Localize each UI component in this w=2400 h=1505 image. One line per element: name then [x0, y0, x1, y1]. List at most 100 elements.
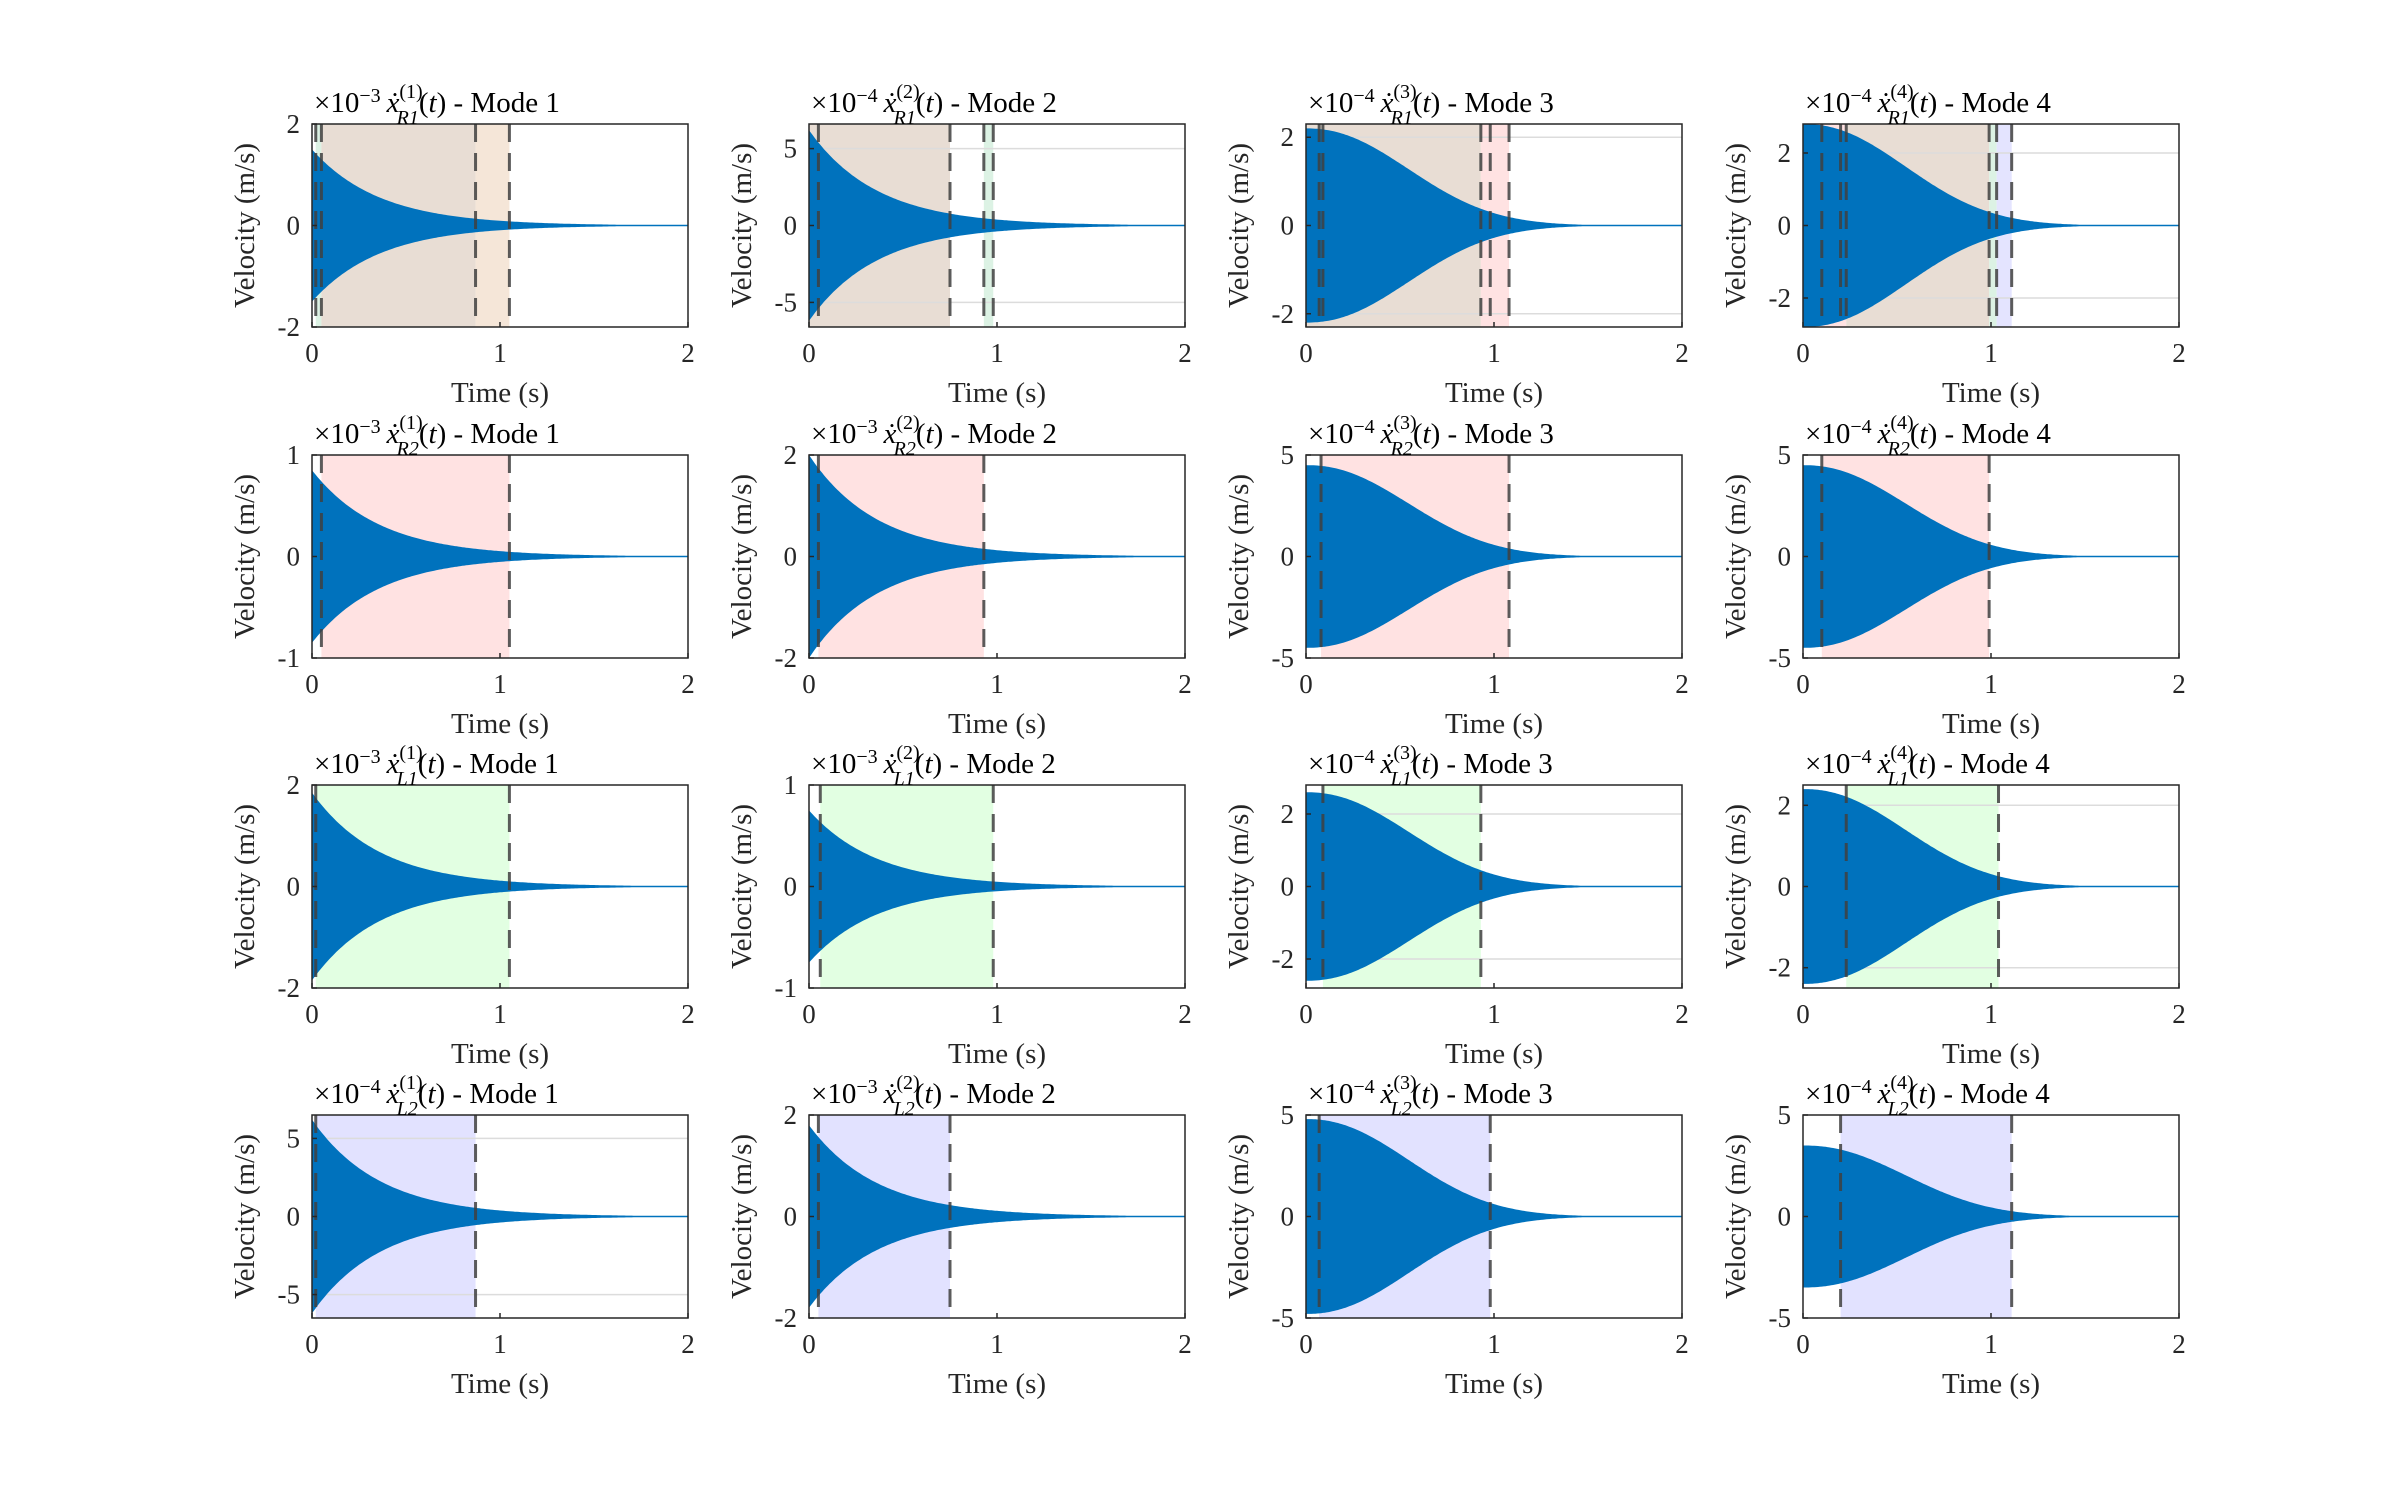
- scale-factor: ×10: [811, 1078, 856, 1110]
- subplot-title: ×10−4 ẋ(3) R2(t) - Mode 3: [1308, 412, 1554, 460]
- mode-label: ) - Mode 4: [1927, 748, 2051, 780]
- variable-symbol: ẋ: [1872, 87, 1891, 119]
- mode-superscript: (3): [1393, 1072, 1416, 1094]
- mode-label: ) - Mode 2: [933, 1078, 1056, 1110]
- location-subscript: L1: [1390, 768, 1412, 790]
- x-tick-label: 0: [802, 999, 816, 1029]
- y-tick-label: 2: [1778, 138, 1792, 168]
- y-axis-label: Velocity (m/s): [229, 143, 261, 308]
- velocity-signal: [1306, 1119, 1682, 1314]
- x-axis-label: Time (s): [451, 708, 549, 740]
- x-tick-label: 0: [802, 669, 816, 699]
- y-tick-label: 0: [287, 542, 301, 572]
- y-tick-label: 0: [287, 872, 301, 902]
- x-tick-label: 1: [990, 338, 1004, 368]
- mode-label: ) - Mode 2: [934, 418, 1057, 450]
- x-tick-label: 0: [305, 669, 319, 699]
- paren: (: [916, 87, 926, 119]
- x-tick-label: 0: [802, 1329, 816, 1359]
- y-tick-label: 0: [784, 542, 798, 572]
- location-subscript: L1: [893, 768, 915, 790]
- y-tick-label: 2: [1281, 799, 1295, 829]
- x-tick-label: 0: [305, 1329, 319, 1359]
- y-axis-label: Velocity (m/s): [1223, 1134, 1255, 1299]
- x-tick-label: 2: [1178, 999, 1192, 1029]
- variable-symbol: ẋ: [381, 1078, 400, 1110]
- y-tick-label: -2: [1769, 953, 1792, 983]
- y-axis-label: Velocity (m/s): [726, 474, 758, 639]
- time-symbol: t: [1421, 748, 1430, 780]
- y-tick-label: 5: [1281, 1100, 1295, 1130]
- mode-superscript: (1): [399, 742, 422, 764]
- time-symbol: t: [1920, 87, 1929, 119]
- subplot-title: ×10−3 ẋ(1) L1(t) - Mode 1: [314, 742, 559, 790]
- x-tick-label: 1: [493, 669, 507, 699]
- x-tick-label: 2: [681, 1329, 695, 1359]
- y-tick-label: 0: [1281, 542, 1295, 572]
- velocity-signal: [312, 149, 688, 302]
- y-tick-label: 0: [784, 211, 798, 241]
- mode-label: ) - Mode 1: [436, 1078, 559, 1110]
- scale-factor: ×10: [811, 418, 856, 450]
- time-symbol: t: [1918, 1078, 1927, 1110]
- scale-factor: ×10: [1805, 748, 1850, 780]
- velocity-signal: [1306, 465, 1682, 648]
- x-tick-label: 1: [1984, 338, 1998, 368]
- x-axis-label: Time (s): [948, 377, 1046, 409]
- subplot-title: ×10−4 ẋ(3) R1(t) - Mode 3: [1308, 81, 1554, 129]
- y-tick-label: -5: [775, 287, 798, 317]
- y-tick-label: 0: [784, 1202, 798, 1232]
- mode-label: ) - Mode 1: [437, 418, 560, 450]
- y-axis-label: Velocity (m/s): [726, 1134, 758, 1299]
- x-tick-label: 0: [1796, 338, 1810, 368]
- x-tick-label: 1: [1984, 1329, 1998, 1359]
- mode-label: ) - Mode 4: [1928, 418, 2052, 450]
- y-tick-label: 5: [1281, 440, 1295, 470]
- paren: (: [915, 1078, 925, 1110]
- y-tick-label: -2: [278, 973, 301, 1003]
- y-axis-label: Velocity (m/s): [1223, 143, 1255, 308]
- x-tick-label: 2: [1675, 999, 1689, 1029]
- x-tick-label: 0: [1299, 338, 1313, 368]
- x-tick-label: 1: [1487, 999, 1501, 1029]
- time-symbol: t: [427, 748, 436, 780]
- mode-label: ) - Mode 4: [1928, 87, 2052, 119]
- x-tick-label: 1: [1487, 669, 1501, 699]
- scale-exponent: −4: [856, 85, 877, 107]
- mode-label: ) - Mode 3: [1431, 87, 1554, 119]
- location-subscript: L1: [396, 768, 418, 790]
- variable-symbol: ẋ: [1872, 418, 1891, 450]
- scale-factor: ×10: [1308, 418, 1353, 450]
- x-tick-label: 2: [681, 999, 695, 1029]
- x-tick-label: 2: [1178, 669, 1192, 699]
- x-tick-label: 1: [493, 1329, 507, 1359]
- subplot-title: ×10−4 ẋ(3) L2(t) - Mode 3: [1308, 1072, 1553, 1120]
- velocity-signal: [1306, 792, 1682, 981]
- y-tick-label: 0: [1778, 211, 1792, 241]
- scale-exponent: −3: [856, 416, 877, 438]
- location-subscript: L1: [1887, 768, 1909, 790]
- x-tick-label: 2: [681, 669, 695, 699]
- x-tick-label: 0: [1299, 669, 1313, 699]
- y-tick-label: -2: [775, 643, 798, 673]
- subplot-title: ×10−3 ẋ(1) R2(t) - Mode 1: [314, 412, 560, 460]
- x-tick-label: 1: [1984, 999, 1998, 1029]
- y-tick-label: 2: [287, 109, 301, 139]
- x-tick-label: 2: [1675, 669, 1689, 699]
- location-subscript: L2: [396, 1098, 418, 1120]
- y-axis-label: Velocity (m/s): [1720, 474, 1752, 639]
- scale-exponent: −4: [1850, 746, 1871, 768]
- x-axis-label: Time (s): [948, 1368, 1046, 1400]
- scale-factor: ×10: [811, 87, 856, 119]
- scale-factor: ×10: [314, 1078, 359, 1110]
- mode-superscript: (2): [896, 81, 919, 103]
- x-tick-label: 1: [990, 669, 1004, 699]
- velocity-signal: [1803, 789, 2179, 984]
- x-tick-label: 0: [1796, 1329, 1810, 1359]
- mode-superscript: (4): [1890, 1072, 1913, 1094]
- paren: (: [419, 87, 429, 119]
